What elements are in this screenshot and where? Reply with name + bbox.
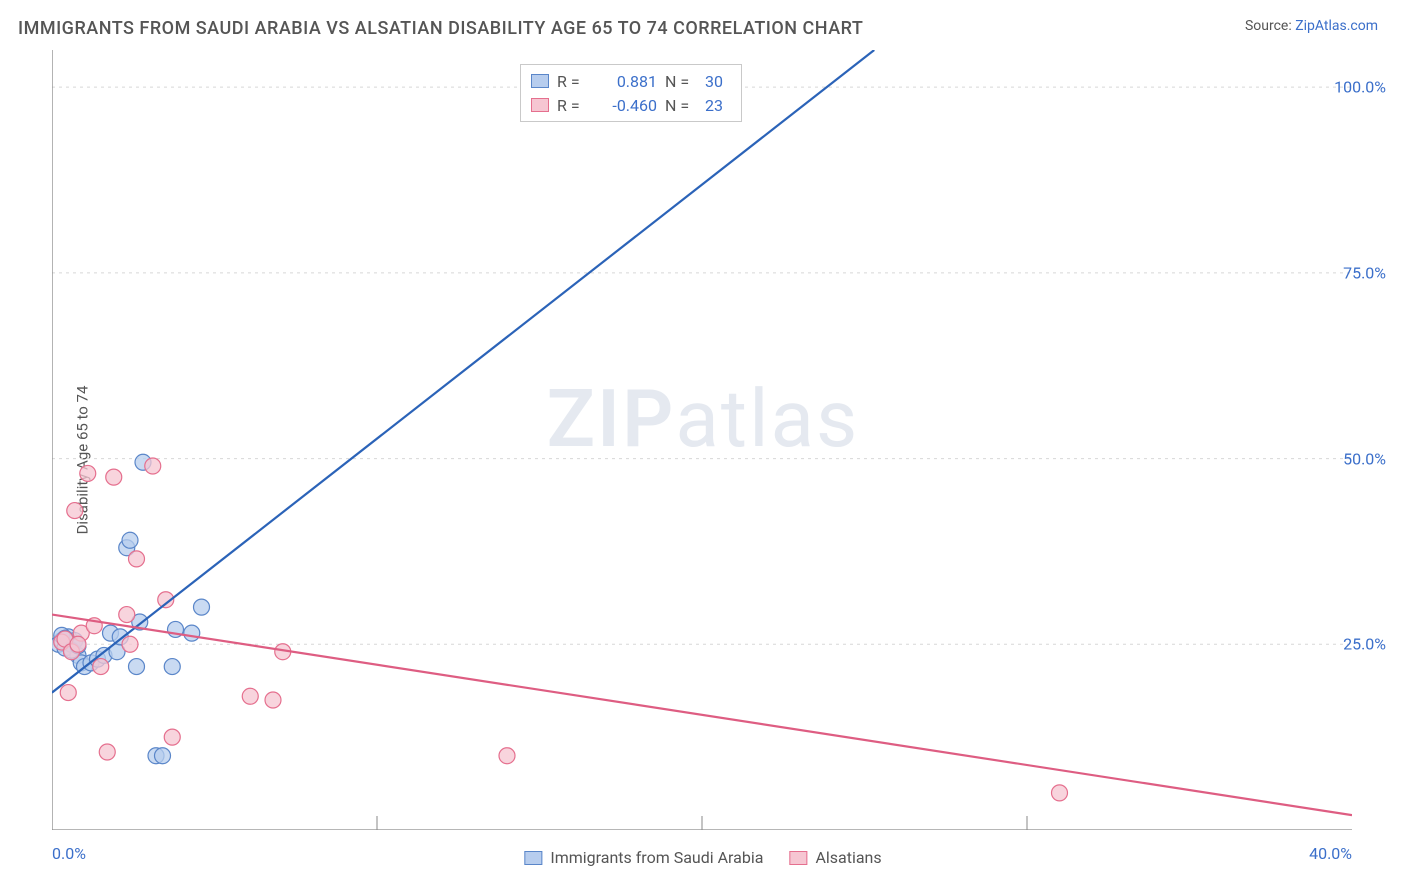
source-link[interactable]: ZipAtlas.com (1295, 18, 1378, 34)
n-value: 30 (705, 72, 731, 91)
scatter-plot (52, 50, 1352, 830)
n-label: N = (665, 72, 697, 91)
n-label: N = (665, 96, 697, 115)
legend-swatch (524, 851, 542, 865)
x-tick-label: 0.0% (52, 844, 86, 863)
legend-row: R = -0.460 N = 23 (531, 93, 731, 117)
y-tick-label: 75.0% (1343, 263, 1386, 282)
correlation-legend: R = 0.881 N = 30 R = -0.460 N = 23 (520, 64, 742, 122)
legend-row: R = 0.881 N = 30 (531, 69, 731, 93)
y-tick-label: 25.0% (1343, 635, 1386, 654)
series-name: Immigrants from Saudi Arabia (550, 848, 763, 867)
n-value: 23 (705, 96, 731, 115)
legend-swatch (531, 74, 549, 88)
r-value: 0.881 (595, 72, 657, 91)
chart-title: IMMIGRANTS FROM SAUDI ARABIA VS ALSATIAN… (18, 18, 863, 39)
x-tick-label: 40.0% (1309, 844, 1352, 863)
legend-swatch (531, 98, 549, 112)
chart-area: Disability Age 65 to 74 ZIPatlas R =0.88… (18, 50, 1388, 870)
series-legend: Immigrants from Saudi Arabia Alsatians (524, 848, 881, 867)
source-prefix: Source: (1245, 18, 1295, 34)
series-legend-item: Alsatians (789, 848, 881, 867)
r-value: -0.460 (595, 96, 657, 115)
r-label: R = (557, 96, 587, 115)
y-tick-label: 100.0% (1334, 78, 1386, 97)
r-label: R = (557, 72, 587, 91)
y-tick-label: 50.0% (1343, 449, 1386, 468)
series-name: Alsatians (815, 848, 881, 867)
legend-swatch (789, 851, 807, 865)
series-legend-item: Immigrants from Saudi Arabia (524, 848, 763, 867)
source-label: Source: ZipAtlas.com (1245, 18, 1378, 34)
